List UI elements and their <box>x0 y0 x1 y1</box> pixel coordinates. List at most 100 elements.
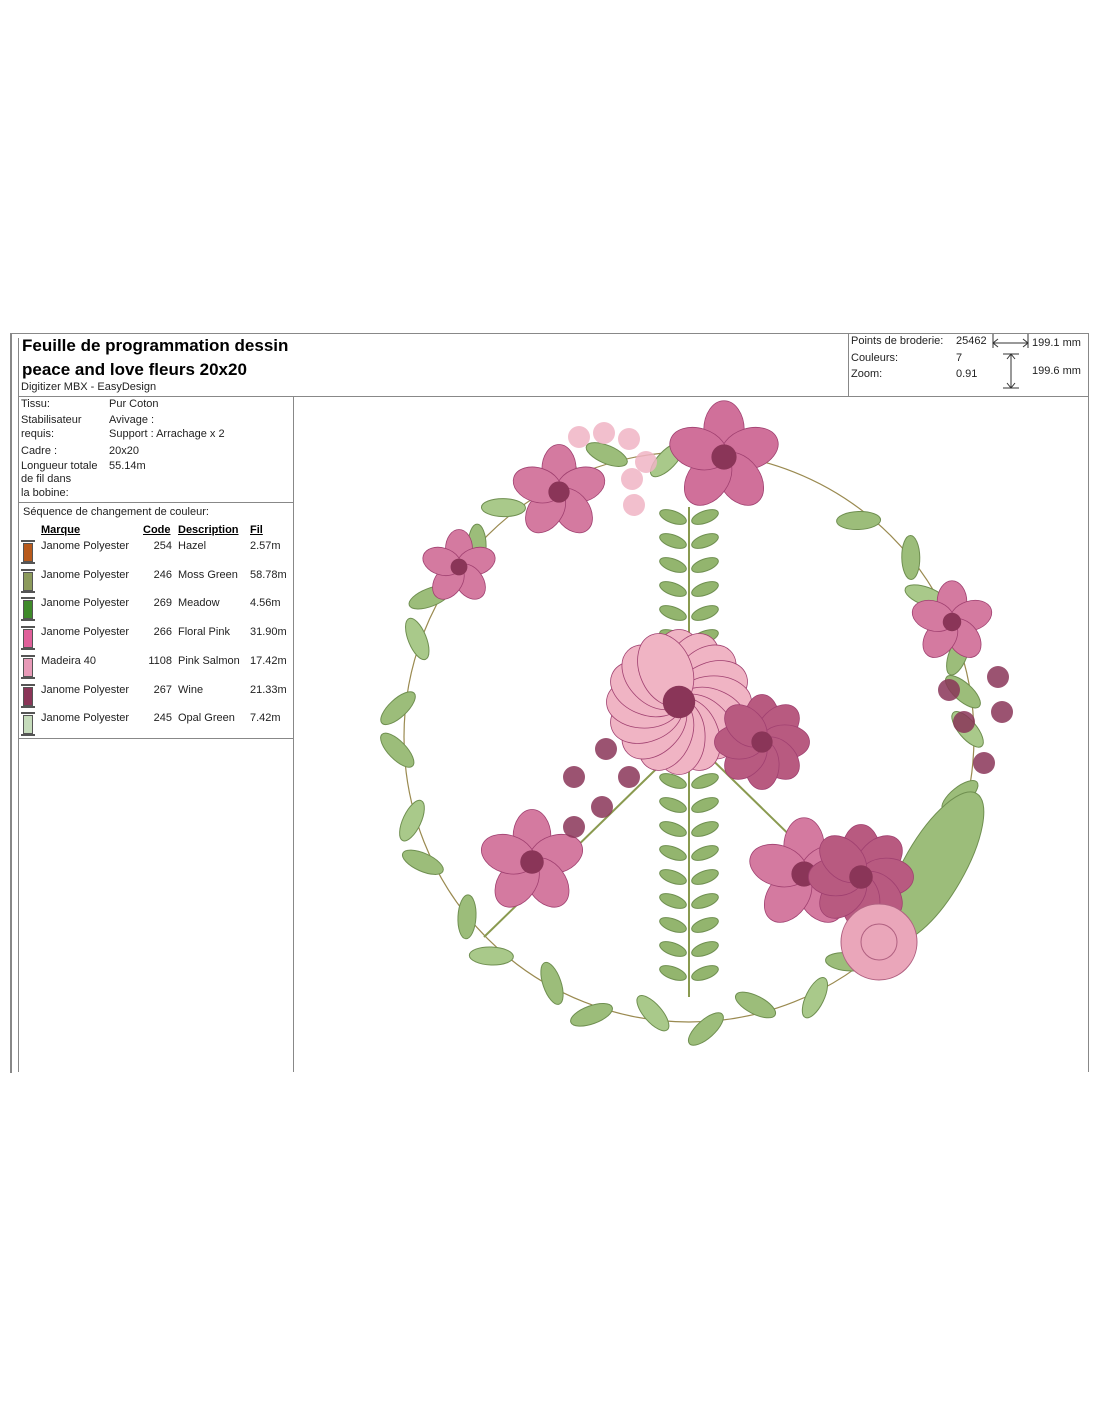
stem-leaf <box>659 797 687 813</box>
stem-leaf <box>691 773 719 789</box>
length-label-3: la bobine: <box>21 487 69 499</box>
sheet-frame <box>12 333 1089 1072</box>
thread-description: Opal Green <box>178 712 235 725</box>
stabilizer-value-2: Support : Arrachage x 2 <box>109 428 225 440</box>
thread-spool-icon <box>21 626 35 652</box>
stem-leaf <box>691 797 719 813</box>
berry <box>953 711 975 733</box>
leaf-shape <box>687 1012 724 1046</box>
leaf-shape <box>401 849 444 875</box>
leaf-shape <box>468 946 514 966</box>
stem-leaf <box>659 533 687 549</box>
height-value: 199.6 mm <box>1032 365 1081 377</box>
zoom-label: Zoom: <box>851 368 883 380</box>
length-label-2: de fil dans <box>21 473 72 485</box>
berry <box>563 816 585 838</box>
berry <box>621 468 643 490</box>
points-value: 25462 <box>956 335 987 347</box>
stem-leaf <box>659 509 687 525</box>
berry <box>563 766 585 788</box>
thread-brand: Janome Polyester <box>41 683 130 696</box>
points-label: Points de broderie: <box>851 335 944 347</box>
thread-code: 267 <box>153 683 172 696</box>
thread-spool-icon <box>21 568 35 595</box>
leaf-shape <box>540 961 564 1005</box>
stem-leaf <box>691 965 719 981</box>
stem-leaf <box>691 509 719 525</box>
thread-length: 17.42m <box>250 654 287 667</box>
stem-leaf <box>659 965 687 981</box>
thread-length: 2.57m <box>250 540 281 552</box>
cadre-label: Cadre : <box>21 445 58 457</box>
thread-code: 246 <box>153 568 172 581</box>
sidebar-divider <box>293 397 294 1072</box>
lower-star-flower-center <box>849 865 873 889</box>
thread-length: 31.90m <box>250 626 287 639</box>
cadre-value: 20x20 <box>109 445 139 457</box>
thread-code: 245 <box>153 712 172 725</box>
berry <box>973 752 995 774</box>
stem-leaf <box>659 605 687 621</box>
berry <box>618 428 640 450</box>
rose-center <box>860 923 898 961</box>
stabilizer-label-2: requis: <box>21 428 55 440</box>
leaf-shape <box>380 732 415 768</box>
berry <box>595 738 617 760</box>
leaf-shape <box>405 617 430 661</box>
tissu-value: Pur Coton <box>109 398 159 410</box>
stem-leaf <box>691 557 719 573</box>
berry <box>568 426 590 448</box>
rose <box>840 903 918 981</box>
stem-leaf <box>659 557 687 573</box>
length-label-1: Longueur totale <box>21 460 98 472</box>
stem-leaf <box>691 821 719 837</box>
left-flower-center <box>450 558 468 576</box>
stem-leaf <box>691 605 719 621</box>
embroidery-design-preview <box>380 400 1013 1046</box>
thread-spool-icon <box>21 683 35 710</box>
leaf-shape <box>901 534 921 580</box>
berry <box>987 666 1009 688</box>
center-daisy-center <box>662 685 696 719</box>
stem-leaf <box>659 869 687 885</box>
colors-value: 7 <box>956 352 963 364</box>
sequence-title: Séquence de changement de couleur: <box>23 506 209 518</box>
berry <box>991 701 1013 723</box>
page-title-line2: peace and love fleurs 20x20 <box>22 360 247 379</box>
upper-left-flower-center <box>548 481 570 503</box>
thread-brand: Janome Polyester <box>41 626 130 639</box>
header-code: Code <box>143 524 171 536</box>
stabilizer-value-1: Avivage : <box>109 414 155 426</box>
thread-code: 266 <box>153 626 172 639</box>
header-description: Description <box>178 524 239 536</box>
stem-leaf <box>691 533 719 549</box>
thread-brand: Janome Polyester <box>41 597 130 610</box>
berry <box>938 679 960 701</box>
thread-description: Meadow <box>178 597 220 610</box>
lower-left-flower-center <box>520 850 544 874</box>
stem-leaf <box>691 581 719 597</box>
thread-description: Moss Green <box>178 568 238 581</box>
leaf-shape <box>399 799 425 842</box>
thread-description: Floral Pink <box>178 626 230 639</box>
thread-spool-icon <box>21 712 35 738</box>
berry <box>591 796 613 818</box>
thread-spool-icon <box>21 597 35 623</box>
leaf-shape <box>735 991 777 1019</box>
stem-leaf <box>691 869 719 885</box>
leaf-shape <box>570 1002 613 1027</box>
thread-length: 7.42m <box>250 712 281 725</box>
stem-leaf <box>691 941 719 957</box>
thread-brand: Madeira 40 <box>41 654 97 667</box>
top-flower-center <box>711 444 737 470</box>
thread-code: 254 <box>153 540 172 552</box>
stem-leaf <box>659 941 687 957</box>
length-value: 55.14m <box>109 460 146 472</box>
stabilizer-label-1: Stabilisateur <box>21 414 82 426</box>
sequence-divider-top <box>18 502 293 503</box>
stem-leaf <box>659 773 687 789</box>
berry <box>635 451 657 473</box>
frame-inner-border <box>18 338 19 1072</box>
right-flower-center <box>942 612 962 632</box>
